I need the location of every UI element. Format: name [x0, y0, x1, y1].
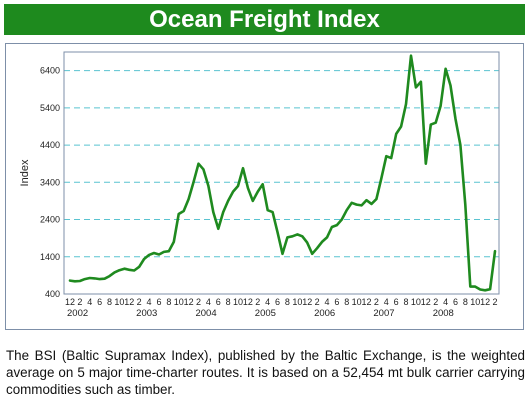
- x-tick-label: 12: [124, 297, 134, 307]
- plot-area-border: [63, 51, 500, 295]
- x-tick-label: 4: [265, 297, 270, 307]
- x-tick-label: 10: [352, 297, 362, 307]
- y-tick-label: 3400: [40, 177, 60, 187]
- x-tick-label: 12: [362, 297, 372, 307]
- x-tick-label: 6: [334, 297, 339, 307]
- gridlines: [64, 70, 499, 258]
- x-tick-label: 6: [216, 297, 221, 307]
- x-tick-label: 4: [87, 297, 92, 307]
- year-label: 2004: [195, 308, 216, 319]
- x-tick-label: 12: [65, 297, 75, 307]
- y-axis-title: Index: [19, 159, 31, 186]
- year-label: 2005: [255, 308, 276, 319]
- y-tick-label: 1400: [40, 252, 60, 262]
- x-tick-label: 10: [292, 297, 302, 307]
- description-text: The BSI (Baltic Supramax Index), publish…: [6, 348, 525, 397]
- x-tick-label: 4: [206, 297, 211, 307]
- x-tick-label: 10: [114, 297, 124, 307]
- y-tick-label: 4400: [40, 140, 60, 150]
- year-label: 2007: [373, 308, 394, 319]
- x-tick-label: 6: [453, 297, 458, 307]
- x-tick-label: 2: [77, 297, 82, 307]
- x-tick-label: 2: [315, 297, 320, 307]
- x-tick-label: 10: [411, 297, 421, 307]
- x-tick-label: 8: [166, 297, 171, 307]
- year-label: 2002: [67, 308, 88, 319]
- x-tick-label: 8: [285, 297, 290, 307]
- x-tick-labels: 12 2 4 6 8 10 12 2 4 6 8 10 12 2 4 6 8 10 12 2 4 6 8 10 12 2 4 6 8 10…: [65, 297, 498, 307]
- x-tick-label: 8: [404, 297, 409, 307]
- x-tick-label: 8: [344, 297, 349, 307]
- x-tick-label: 12: [184, 297, 194, 307]
- x-tick-label: 4: [324, 297, 329, 307]
- series-bsi: [68, 54, 497, 292]
- year-label: 2003: [136, 308, 157, 319]
- x-tick-label: 12: [480, 297, 490, 307]
- x-tick-label: 6: [275, 297, 280, 307]
- page-title: Ocean Freight Index: [4, 4, 525, 35]
- x-tick-label: 2: [433, 297, 438, 307]
- y-tick-label: 6400: [40, 66, 60, 76]
- x-tick-label: 12: [302, 297, 312, 307]
- y-tick-label: 5400: [40, 103, 60, 113]
- x-tick-label: 6: [394, 297, 399, 307]
- x-tick-label: 4: [147, 297, 152, 307]
- year-label: 2006: [314, 308, 335, 319]
- axes: [63, 51, 500, 295]
- y-tick-labels: 400 1400 2400 3400 4400 5400 6400: [40, 66, 60, 299]
- year-label: 2008: [433, 308, 454, 319]
- x-tick-label: 10: [174, 297, 184, 307]
- series-line-bsi: [68, 54, 497, 292]
- x-tick-label: 10: [470, 297, 480, 307]
- y-tick-label: 2400: [40, 215, 60, 225]
- x-tick-label: 2: [255, 297, 260, 307]
- x-tick-label: 4: [384, 297, 389, 307]
- x-tick-label: 10: [233, 297, 243, 307]
- x-tick-label: 12: [421, 297, 431, 307]
- chart-panel: 400 1400 2400 3400 4400 5400 6400 12 2 4 6 8 10 12 2 4…: [5, 43, 524, 330]
- x-tick-label: 6: [97, 297, 102, 307]
- x-tick-label: 2: [137, 297, 142, 307]
- x-tick-label: 6: [156, 297, 161, 307]
- x-tick-label: 12: [243, 297, 253, 307]
- x-tick-label: 8: [107, 297, 112, 307]
- y-tick-label: 400: [45, 289, 60, 299]
- x-tick-label: 2: [492, 297, 497, 307]
- x-tick-label: 8: [226, 297, 231, 307]
- x-tick-label: 2: [374, 297, 379, 307]
- x-tick-label: 8: [463, 297, 468, 307]
- year-labels: 2002 2003 2004 2005 2006 2007 2008: [67, 308, 454, 319]
- x-tick-label: 4: [443, 297, 448, 307]
- x-tick-label: 2: [196, 297, 201, 307]
